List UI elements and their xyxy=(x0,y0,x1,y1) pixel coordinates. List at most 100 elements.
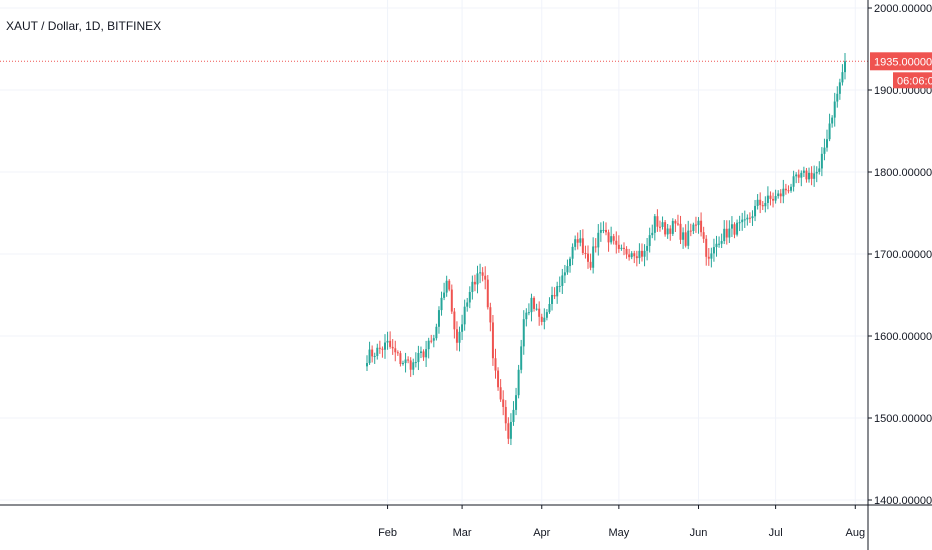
x-tick-label: Mar xyxy=(453,527,472,539)
candle-up xyxy=(468,291,471,303)
candle-up xyxy=(376,347,379,356)
candle-up xyxy=(630,253,633,258)
candle-up xyxy=(782,188,785,197)
candle-up xyxy=(383,342,386,350)
candle-up xyxy=(795,174,798,177)
candle-up xyxy=(366,363,368,367)
candle-up xyxy=(643,250,646,257)
candle-down xyxy=(507,423,510,439)
y-tick-label: 1600.00000000 xyxy=(874,331,932,343)
candle-down xyxy=(679,223,682,240)
candle-down xyxy=(674,220,677,224)
chart-title: XAUT / Dollar, 1D, BITFINEX xyxy=(6,19,162,33)
candle-up xyxy=(471,281,474,292)
candle-down xyxy=(658,226,661,228)
candle-up xyxy=(517,369,520,396)
candle-down xyxy=(640,250,643,257)
candle-down xyxy=(497,370,500,388)
candle-up xyxy=(620,247,623,249)
candle-up xyxy=(522,319,525,347)
candle-down xyxy=(805,170,808,180)
candle-down xyxy=(584,252,587,254)
candle-down xyxy=(787,190,790,192)
candle-down xyxy=(391,346,394,349)
candle-up xyxy=(574,239,577,247)
candle-up xyxy=(563,272,566,276)
candle-down xyxy=(587,253,590,262)
candle-up xyxy=(712,247,715,254)
price-axis[interactable]: 2000.000000001900.000000001800.000000001… xyxy=(868,3,932,507)
candle-down xyxy=(700,220,703,233)
candle-down xyxy=(389,340,392,347)
candle-up xyxy=(443,292,446,298)
candle-down xyxy=(576,239,579,243)
candle-up xyxy=(646,245,649,251)
candle-up xyxy=(746,217,749,220)
candle-down xyxy=(450,289,453,312)
candle-down xyxy=(694,224,697,226)
candle-down xyxy=(633,253,636,257)
candle-up xyxy=(527,312,530,314)
candle-down xyxy=(784,188,787,191)
candle-down xyxy=(491,322,494,359)
candle-up xyxy=(820,153,823,169)
candle-up xyxy=(808,172,811,180)
candle-up xyxy=(648,235,651,246)
candle-up xyxy=(535,308,538,310)
candle-down xyxy=(607,232,610,243)
candle-down xyxy=(484,275,487,280)
candle-down xyxy=(769,195,772,199)
candle-down xyxy=(455,329,458,343)
candle-down xyxy=(409,360,412,370)
candle-up xyxy=(813,173,816,179)
countdown-label: 06:06:03 xyxy=(897,75,932,87)
time-axis[interactable]: Feb Mar Apr May Jun Jul Aug xyxy=(378,505,865,539)
candle-up xyxy=(401,363,404,365)
candle-down xyxy=(705,238,708,257)
candle-up xyxy=(836,93,839,102)
candle-down xyxy=(797,174,800,178)
candle-up xyxy=(682,232,685,240)
candle-up xyxy=(818,168,821,172)
candle-up xyxy=(520,346,523,370)
candle-up xyxy=(815,171,818,174)
candle-up xyxy=(602,229,605,231)
candle-down xyxy=(486,279,489,308)
candle-up xyxy=(386,340,389,343)
candle-down xyxy=(494,358,497,371)
candle-up xyxy=(661,222,664,227)
candle-down xyxy=(810,172,813,179)
candle-up xyxy=(476,273,479,285)
candle-up xyxy=(666,228,669,235)
candle-down xyxy=(605,229,607,233)
candle-down xyxy=(502,399,505,407)
candle-down xyxy=(669,228,672,234)
candle-up xyxy=(548,304,551,313)
candle-down xyxy=(453,311,456,330)
candle-down xyxy=(748,217,751,219)
candle-up xyxy=(509,421,512,439)
candle-up xyxy=(435,326,438,339)
candle-down xyxy=(499,387,502,400)
y-tick-label: 1700.00000000 xyxy=(874,249,932,261)
candle-up xyxy=(571,246,574,259)
candle-up xyxy=(828,123,831,140)
x-tick-label: Jun xyxy=(690,527,708,539)
candle-down xyxy=(664,222,667,235)
candle-up xyxy=(671,220,674,234)
candle-up xyxy=(461,324,464,332)
candle-down xyxy=(538,308,541,317)
candle-up xyxy=(741,219,744,223)
candle-down xyxy=(540,316,543,322)
candle-down xyxy=(702,232,705,239)
candle-up xyxy=(445,280,448,293)
candle-up xyxy=(479,272,482,274)
candle-down xyxy=(430,340,433,342)
candle-up xyxy=(417,353,420,363)
candle-up xyxy=(512,409,515,422)
candle-down xyxy=(473,281,476,285)
y-tick-label: 1500.00000000 xyxy=(874,413,932,425)
price-badges: 1935.00000000 06:06:03 xyxy=(870,52,932,89)
candle-down xyxy=(396,352,399,354)
